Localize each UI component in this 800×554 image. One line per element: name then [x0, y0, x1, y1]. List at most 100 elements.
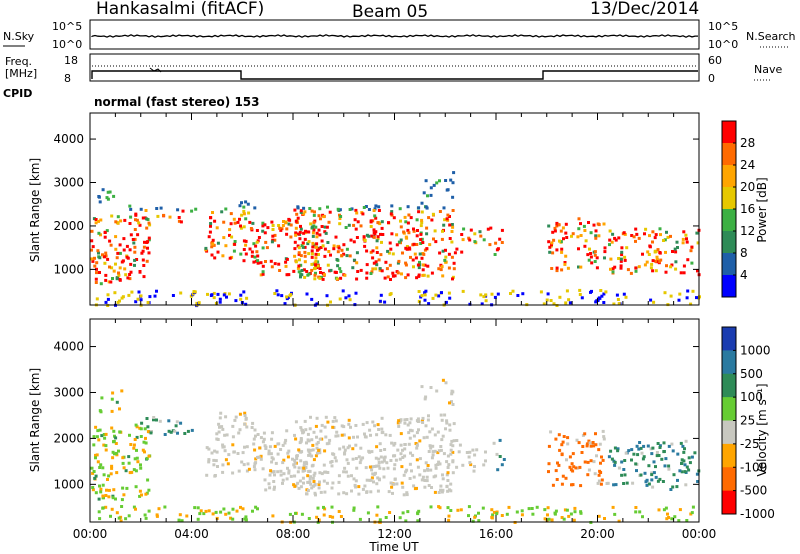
- echo-cell: [106, 293, 110, 297]
- echo-cell: [293, 433, 296, 437]
- echo-cell: [456, 508, 460, 512]
- echo-cell: [242, 463, 246, 467]
- echo-cell: [651, 485, 655, 489]
- echo-cell: [179, 220, 183, 224]
- echo-cell: [387, 490, 391, 494]
- echo-cell: [402, 493, 406, 497]
- echo-cell: [670, 263, 674, 267]
- echo-cell: [686, 258, 690, 262]
- echo-cell: [421, 421, 425, 424]
- echo-cell: [616, 298, 620, 301]
- y-tick-label: 3000: [53, 176, 84, 190]
- echo-cell: [97, 510, 101, 514]
- echo-cell: [304, 466, 308, 469]
- colorbar-swatch: [722, 373, 736, 398]
- echo-cell: [91, 471, 95, 475]
- echo-cell: [547, 224, 551, 228]
- echo-cell: [251, 421, 255, 425]
- echo-cell: [285, 273, 289, 277]
- echo-cell: [430, 486, 433, 489]
- echo-cell: [431, 212, 435, 216]
- echo-cell: [315, 235, 319, 239]
- echo-cell: [395, 243, 399, 247]
- echo-cell: [103, 235, 107, 239]
- echo-cell: [421, 273, 425, 277]
- echo-cell: [252, 465, 256, 469]
- echo-cell: [613, 265, 617, 269]
- echo-cell: [451, 209, 455, 212]
- echo-cell: [261, 467, 265, 471]
- echo-cell: [639, 446, 643, 450]
- echo-cell: [114, 247, 118, 251]
- echo-cell: [93, 264, 97, 268]
- echo-cell: [623, 459, 627, 462]
- echo-cell: [447, 266, 451, 270]
- echo-cell: [442, 206, 446, 210]
- echo-cell: [684, 439, 688, 443]
- echo-cell: [382, 459, 386, 463]
- echo-cell: [612, 483, 616, 487]
- echo-cell: [378, 466, 382, 470]
- echo-cell: [215, 226, 219, 230]
- echo-cell: [268, 445, 272, 449]
- echo-cell: [594, 432, 597, 436]
- echo-cell: [415, 218, 419, 222]
- echo-cell: [602, 222, 606, 226]
- power-data: [90, 171, 701, 308]
- echo-cell: [635, 469, 638, 473]
- echo-cell: [348, 444, 351, 448]
- echo-cell: [129, 262, 133, 266]
- echo-cell: [652, 300, 656, 304]
- echo-cell: [269, 452, 273, 456]
- echo-cell: [435, 181, 439, 185]
- echo-cell: [217, 422, 221, 426]
- echo-cell: [118, 251, 122, 255]
- echo-cell: [549, 430, 553, 434]
- echo-cell: [636, 453, 640, 457]
- echo-cell: [595, 454, 598, 458]
- echo-cell: [450, 439, 454, 443]
- echo-cell: [603, 246, 607, 250]
- echo-cell: [261, 246, 265, 250]
- echo-cell: [349, 425, 352, 429]
- echo-cell: [479, 234, 483, 238]
- echo-cell: [654, 465, 657, 469]
- echo-cell: [308, 469, 312, 473]
- echo-cell: [287, 273, 291, 277]
- echo-cell: [286, 451, 290, 455]
- echo-cell: [339, 276, 343, 280]
- echo-cell: [363, 432, 366, 436]
- echo-cell: [653, 250, 657, 254]
- echo-cell: [315, 451, 319, 455]
- echo-cell: [490, 516, 494, 520]
- echo-cell: [336, 250, 340, 254]
- echo-cell: [356, 270, 360, 273]
- echo-cell: [311, 448, 315, 452]
- echo-cell: [229, 212, 233, 216]
- echo-cell: [424, 289, 428, 293]
- echo-cell: [469, 228, 473, 232]
- echo-cell: [277, 224, 281, 227]
- echo-cell: [378, 267, 382, 271]
- echo-cell: [317, 483, 321, 486]
- echo-cell: [322, 463, 326, 467]
- echo-cell: [297, 466, 301, 470]
- echo-cell: [389, 459, 393, 462]
- echo-cell: [205, 473, 209, 477]
- echo-cell: [283, 302, 287, 306]
- echo-cell: [451, 195, 455, 199]
- echo-cell: [98, 466, 102, 469]
- echo-cell: [354, 227, 358, 231]
- echo-cell: [227, 292, 231, 296]
- echo-cell: [121, 456, 125, 460]
- echo-cell: [405, 247, 409, 251]
- echo-cell: [145, 417, 149, 420]
- echo-cell: [369, 220, 373, 224]
- echo-cell: [376, 423, 380, 427]
- echo-cell: [420, 237, 424, 241]
- noise-left-tick-high: 10^5: [52, 20, 82, 33]
- echo-cell: [446, 471, 450, 475]
- echo-cell: [407, 231, 411, 235]
- echo-cell: [414, 256, 418, 260]
